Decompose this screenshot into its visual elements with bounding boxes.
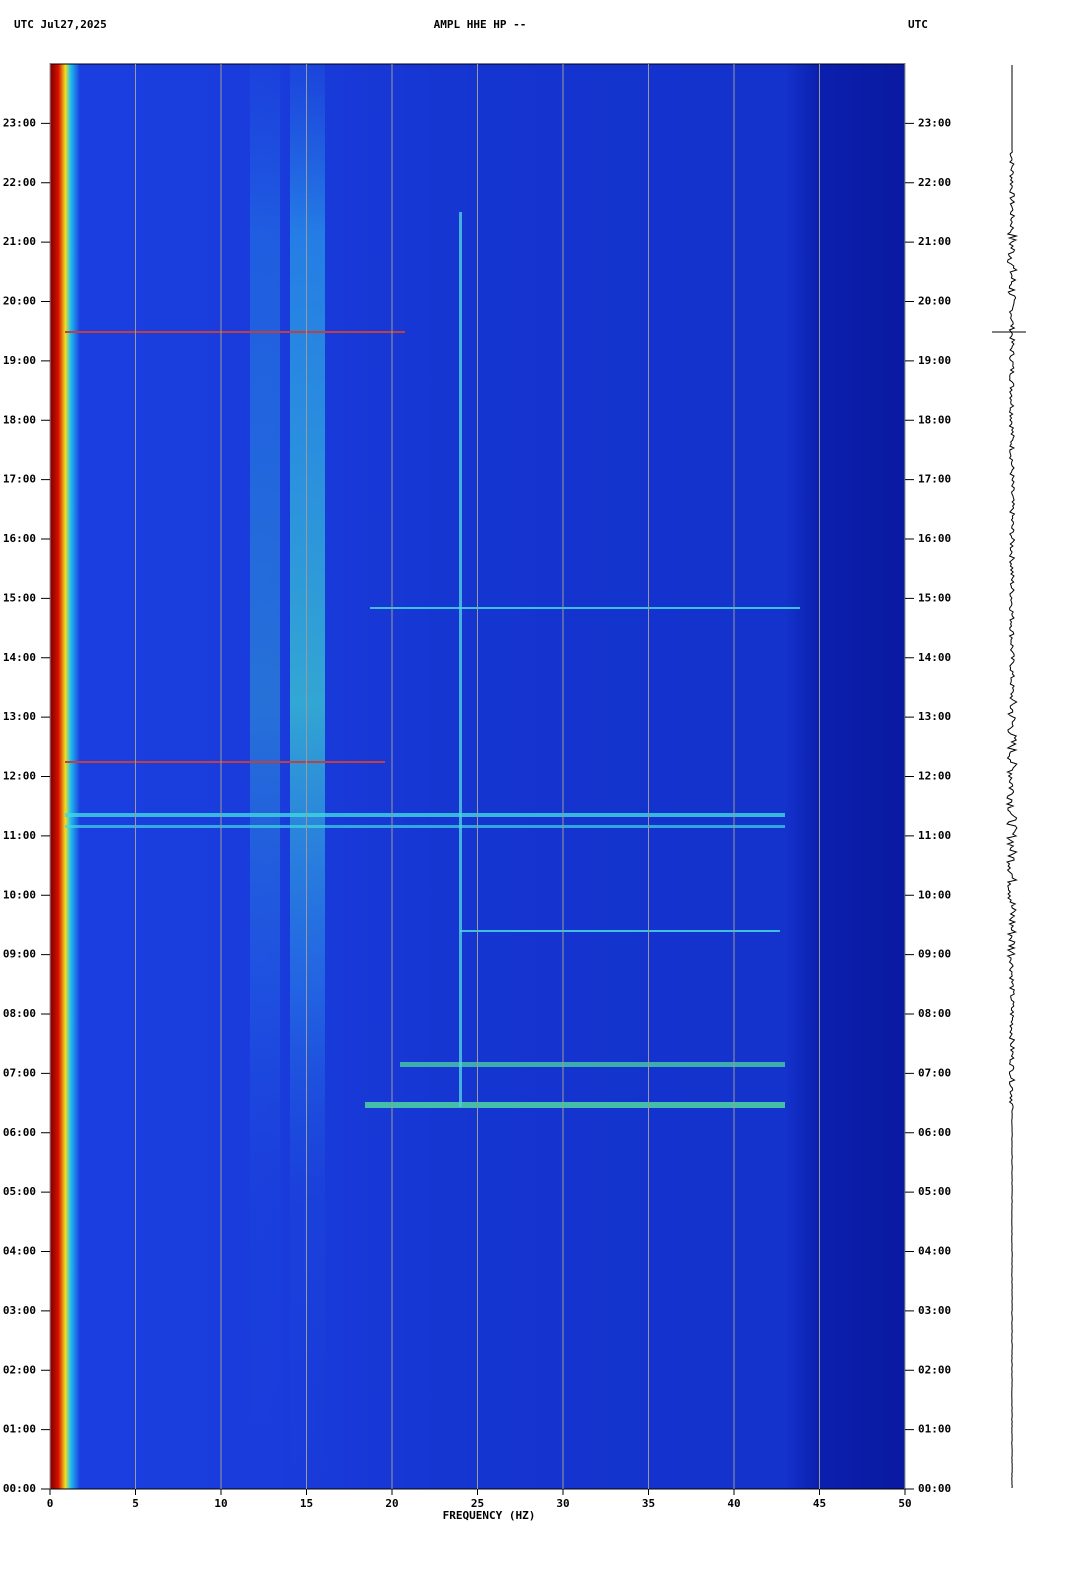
y-tick-label: 17:00: [3, 473, 36, 486]
y-tick-label: 04:00: [3, 1245, 36, 1258]
y-tick-label-right: 22:00: [918, 176, 951, 189]
y-tick-label-right: 07:00: [918, 1066, 951, 1079]
y-tick-label-right: 14:00: [918, 651, 951, 664]
y-tick-label: 08:00: [3, 1007, 36, 1020]
y-tick-label-right: 04:00: [918, 1245, 951, 1258]
y-tick-label-right: 09:00: [918, 948, 951, 961]
y-tick-label: 03:00: [3, 1304, 36, 1317]
y-tick-label: 21:00: [3, 235, 36, 248]
y-tick-label: 09:00: [3, 948, 36, 961]
y-tick-label: 02:00: [3, 1363, 36, 1376]
y-tick-label: 06:00: [3, 1126, 36, 1139]
y-tick-label: 18:00: [3, 413, 36, 426]
y-tick-label-right: 02:00: [918, 1363, 951, 1376]
y-tick-label-right: 21:00: [918, 235, 951, 248]
x-tick-label: 35: [642, 1497, 655, 1510]
y-tick-label: 11:00: [3, 829, 36, 842]
y-tick-label-right: 19:00: [918, 354, 951, 367]
seismogram-trace: [992, 65, 1026, 1489]
y-tick-label-right: 23:00: [918, 116, 951, 129]
x-axis-label: FREQUENCY (HZ): [443, 1509, 536, 1522]
y-tick-label-right: 17:00: [918, 473, 951, 486]
y-tick-label-right: 10:00: [918, 888, 951, 901]
y-tick-label: 23:00: [3, 116, 36, 129]
x-tick-label: 50: [898, 1497, 911, 1510]
x-tick-label: 5: [132, 1497, 139, 1510]
y-tick-label-right: 12:00: [918, 770, 951, 783]
y-tick-label: 00:00: [3, 1482, 36, 1495]
x-tick-label: 10: [214, 1497, 227, 1510]
y-tick-label: 07:00: [3, 1066, 36, 1079]
y-tick-label: 20:00: [3, 295, 36, 308]
x-tick-label: 20: [385, 1497, 398, 1510]
y-tick-label-right: 20:00: [918, 295, 951, 308]
y-tick-label: 22:00: [3, 176, 36, 189]
y-tick-label-right: 16:00: [918, 532, 951, 545]
y-tick-label: 05:00: [3, 1185, 36, 1198]
y-tick-label-right: 08:00: [918, 1007, 951, 1020]
header-left: UTC Jul27,2025: [14, 18, 107, 31]
y-tick-label-right: 15:00: [918, 591, 951, 604]
y-tick-label-right: 06:00: [918, 1126, 951, 1139]
y-tick-label-right: 01:00: [918, 1423, 951, 1436]
x-tick-label: 25: [471, 1497, 484, 1510]
y-tick-label: 16:00: [3, 532, 36, 545]
header-right: UTC: [908, 18, 928, 31]
x-tick-label: 40: [727, 1497, 740, 1510]
y-tick-label: 01:00: [3, 1423, 36, 1436]
y-tick-label: 12:00: [3, 770, 36, 783]
y-tick-label: 13:00: [3, 710, 36, 723]
y-tick-label: 14:00: [3, 651, 36, 664]
x-tick-label: 15: [300, 1497, 313, 1510]
y-tick-label: 10:00: [3, 888, 36, 901]
x-tick-label: 30: [556, 1497, 569, 1510]
y-tick-label: 19:00: [3, 354, 36, 367]
y-tick-label-right: 05:00: [918, 1185, 951, 1198]
y-tick-label-right: 18:00: [918, 413, 951, 426]
y-tick-label-right: 03:00: [918, 1304, 951, 1317]
y-tick-label-right: 00:00: [918, 1482, 951, 1495]
y-tick-label: 15:00: [3, 591, 36, 604]
x-tick-label: 0: [47, 1497, 54, 1510]
y-tick-label-right: 13:00: [918, 710, 951, 723]
x-tick-label: 45: [813, 1497, 826, 1510]
chart-title: AMPL HHE HP --: [434, 18, 527, 31]
y-tick-label-right: 11:00: [918, 829, 951, 842]
